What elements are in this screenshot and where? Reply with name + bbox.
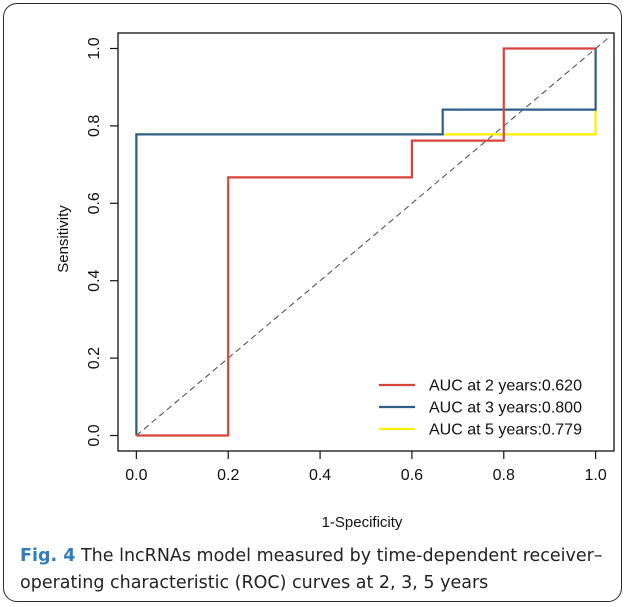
figure-frame (3, 3, 622, 602)
roc-series-line-1 (136, 47, 596, 437)
figure-label: Fig. 4 (20, 546, 76, 566)
plot-box (117, 32, 615, 452)
axes-layer: 0.0 0.2 0.4 0.6 0.8 1.0 0.0 0.2 0.4 0.6 0.8 1.0 (86, 32, 615, 484)
roc-series-line-2 (135, 48, 597, 436)
y-tick-label: 0.4 (86, 269, 103, 291)
x-tick-label: 0.4 (309, 467, 331, 484)
diagonal-reference-line (136, 38, 608, 436)
diagonal-reference-layer (136, 38, 608, 436)
y-tick-label: 0.8 (86, 115, 103, 137)
figure-caption-text: The lncRNAs model measured by time-depen… (20, 546, 603, 593)
roc-chart: 0.0 0.2 0.4 0.6 0.8 1.0 0.0 0.2 0.4 0.6 0.8 1.0 AUC… (55, 32, 615, 531)
x-tick-label: 1.0 (585, 467, 607, 484)
y-tick-label: 1.0 (86, 37, 103, 59)
legend-label: AUC at 2 years:0.620 (429, 378, 582, 395)
legend-layer: AUC at 2 years:0.620 AUC at 3 years:0.800… (379, 378, 582, 439)
y-tick-label: 0.0 (86, 424, 103, 446)
legend-label: AUC at 5 years:0.779 (429, 422, 582, 439)
figure-caption: Fig. 4 The lncRNAs model measured by tim… (20, 543, 615, 597)
x-tick-label: 0.2 (217, 467, 239, 484)
x-tick-label: 0.0 (125, 467, 147, 484)
x-tick-label: 0.6 (401, 467, 423, 484)
x-axis-label: 1-Specificity (322, 514, 403, 531)
y-tick-label: 0.2 (86, 347, 103, 369)
legend-label: AUC at 3 years:0.800 (429, 400, 582, 417)
y-tick-label: 0.6 (86, 192, 103, 214)
series-layer (135, 47, 597, 437)
x-tick-label: 0.8 (493, 467, 515, 484)
y-axis-label: Sensitivity (55, 205, 72, 273)
